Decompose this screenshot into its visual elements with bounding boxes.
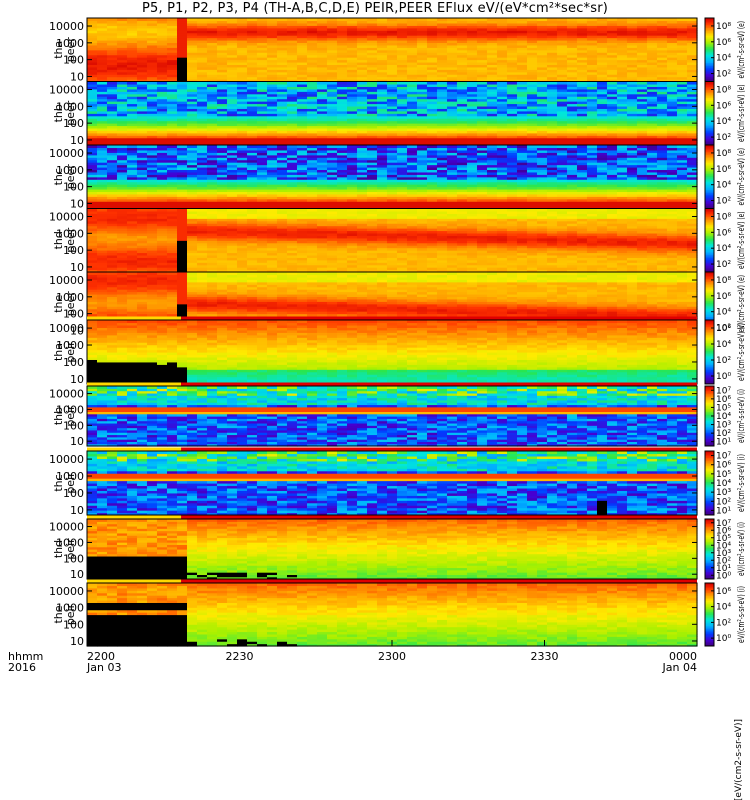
spectrogram-panel-2: [87, 82, 698, 146]
spectrogram-panel-3: [87, 145, 698, 209]
colorbar-title: eV/(cm²-s-sr-eV) (e): [737, 21, 747, 79]
panel-product-label: peer: [64, 164, 77, 190]
y-tick-label: 10000: [49, 84, 84, 97]
y-tick-label: 10: [70, 70, 84, 83]
y-tick-label: 10: [70, 197, 84, 210]
spectrogram-stack: 10000100010010tha peer10⁸10⁶10⁴10² eV/(cm²…: [0, 0, 750, 800]
colorbar-tick-label: 10⁸: [716, 85, 731, 95]
panel-product-label: peer: [64, 37, 77, 63]
colorbar-tick-label: 10⁸: [716, 149, 731, 159]
colorbar-tick-label: 10⁴: [716, 117, 731, 127]
colorbar-tick-label: 10⁶: [716, 101, 731, 111]
colorbar-title: eV/(cm²-s-sr-eV) (e): [737, 85, 747, 143]
spectrogram-panel-4: [87, 209, 698, 273]
y-tick-label: 10000: [49, 147, 84, 160]
y-tick-label: 10: [70, 134, 84, 147]
spectrogram-panel-1: [87, 18, 698, 82]
colorbar-tick-label: 10⁶: [716, 38, 731, 48]
y-tick-label: 10000: [49, 20, 84, 33]
colorbar-tick-label: 10²: [716, 197, 731, 207]
colorbar-tick-label: 10²: [716, 70, 731, 80]
colorbar-tick-label: 10⁶: [716, 165, 731, 175]
colorbar-tick-label: 10²: [716, 133, 731, 143]
colorbar-tick-label: 10⁸: [716, 22, 731, 32]
colorbar-tick-label: 10⁴: [716, 181, 731, 191]
colorbar-title: eV/(cm²-s-sr-eV) (e): [737, 148, 747, 206]
colorbar-tick-label: 10⁴: [716, 54, 731, 64]
panel-product-label: peer: [64, 100, 77, 126]
